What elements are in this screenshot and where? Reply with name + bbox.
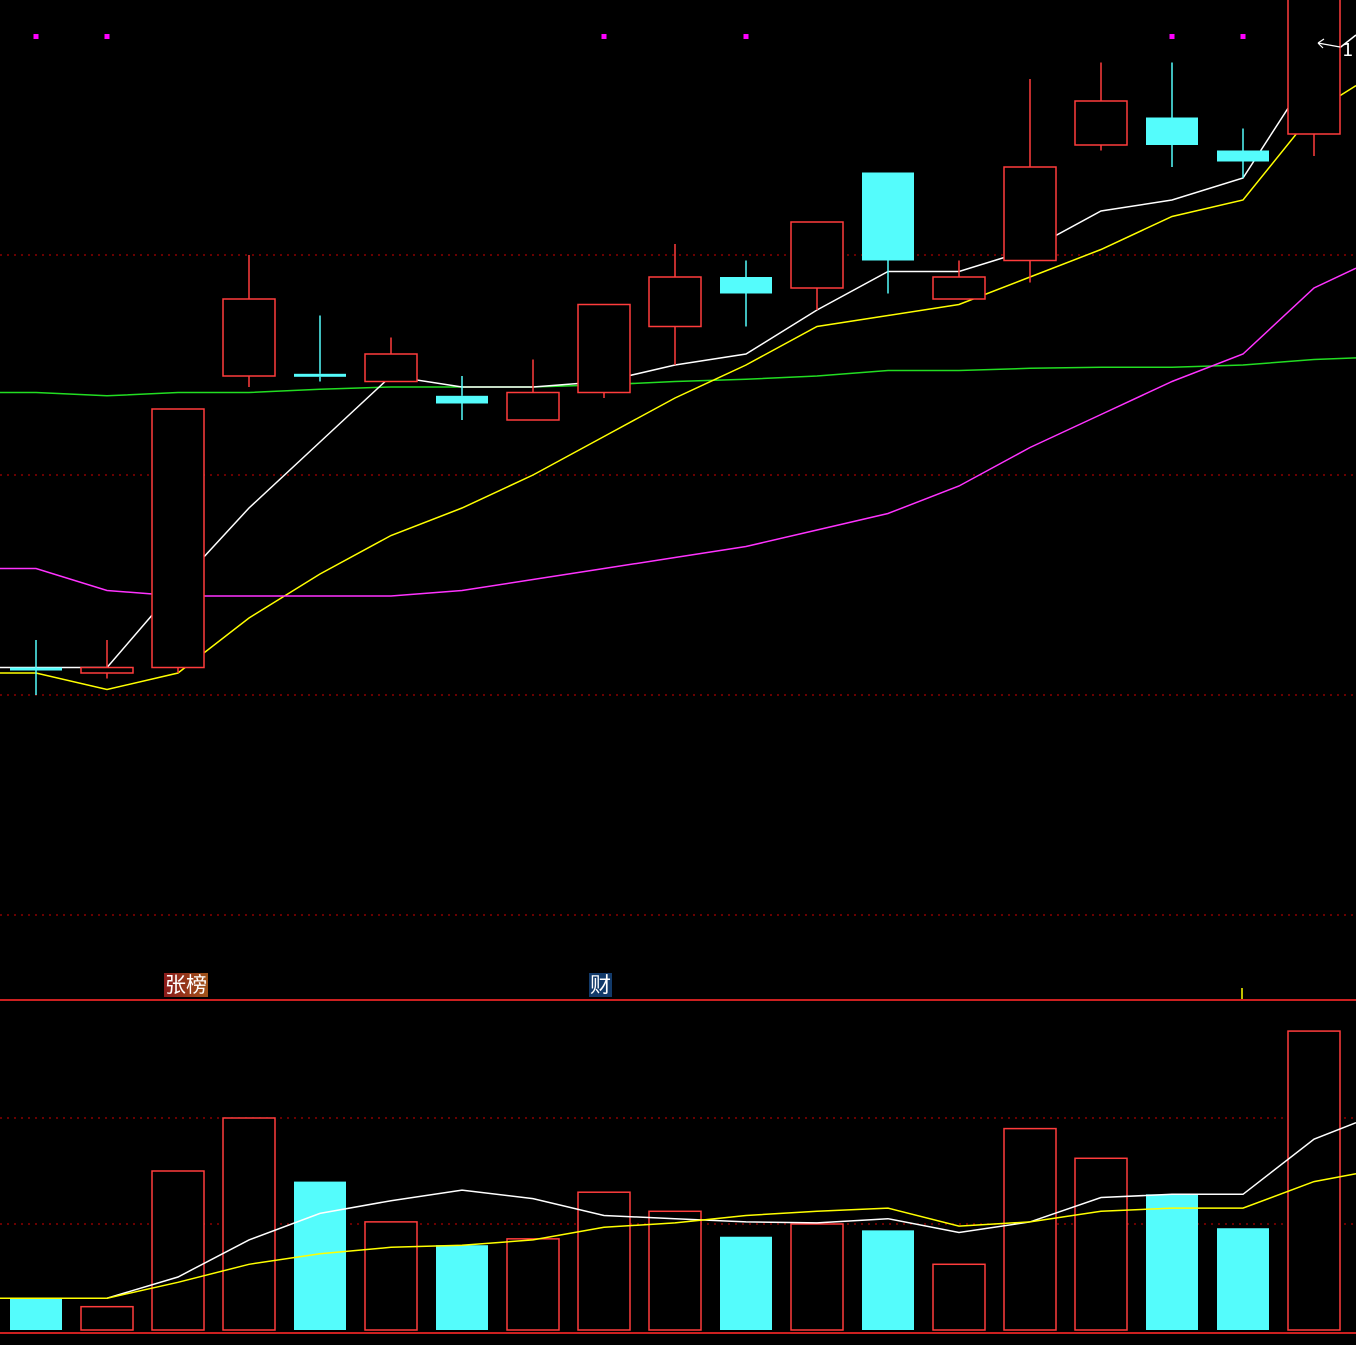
candle [790,221,844,310]
event-dot [33,34,39,39]
volume-bar [648,1210,702,1331]
volume-bar [436,1245,488,1330]
finance-tag[interactable]: 财 [589,973,612,997]
candle [364,337,418,383]
volume-bar [151,1170,205,1331]
candle [1003,79,1057,283]
candle [222,255,276,387]
candle-body [80,666,134,674]
peak-marker-label: 1 [1342,40,1353,61]
volume-bar [10,1298,62,1330]
candle-body [1287,0,1341,135]
volume-bar [1074,1157,1128,1331]
candle [1287,0,1341,156]
volume-bar [1003,1127,1057,1331]
volume-bar [222,1117,276,1331]
candle [862,172,914,294]
volume-bar [720,1236,772,1330]
candle-body [577,303,631,394]
candle [648,244,702,365]
candle-body [10,667,62,671]
candle [294,315,346,382]
candle-body [222,298,276,377]
candle-body [1146,117,1198,145]
event-dot [743,34,749,39]
candle [80,640,134,679]
volume-bar [577,1191,631,1331]
candle-body [932,276,986,300]
volume-bar [932,1263,986,1331]
event-dot [104,34,110,39]
candle [932,260,986,300]
candle-body [1003,166,1057,262]
candle [720,260,772,327]
volume-bar [1146,1194,1198,1330]
candle-body [294,373,346,377]
price-panel [0,0,1356,916]
candle-body [648,276,702,328]
candle-body [1074,100,1128,146]
candle [577,303,631,398]
volume-bar [790,1223,844,1331]
candle [436,376,488,420]
event-dot [601,34,607,39]
candle-body [862,172,914,261]
volume-ma-a-line [0,1122,1356,1299]
event-dot [1169,34,1175,39]
volume-bar [364,1221,418,1331]
volume-bar [1217,1228,1269,1330]
candle [151,408,205,673]
candle-body [720,277,772,294]
volume-bar [506,1238,560,1331]
candle-body [790,221,844,289]
event-dot [1240,34,1246,39]
rank-tag[interactable]: 张榜 [164,973,208,997]
volume-bar [1287,1030,1341,1331]
candle [1146,62,1198,167]
candle-body [436,395,488,404]
volume-panel [0,1030,1356,1334]
volume-ma-b-line [0,1172,1356,1299]
candle-body [151,408,205,669]
candle [10,640,62,695]
candle [1217,128,1269,178]
candle-body [506,391,560,421]
volume-bar [862,1230,914,1330]
candle-body [1217,150,1269,162]
flat-line [0,357,1356,397]
candle-body [364,353,418,383]
candle [506,359,560,421]
panel-divider [0,988,1356,1001]
peak-marker-arrow [1317,38,1341,49]
volume-bar [80,1305,134,1331]
candle [1074,62,1128,151]
